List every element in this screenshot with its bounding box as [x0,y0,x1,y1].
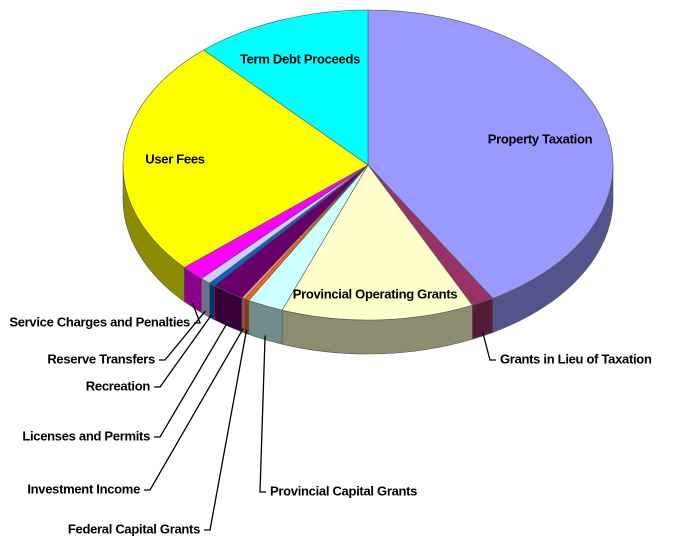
slice-label: User Fees [145,151,205,166]
leader-line [159,310,206,361]
slice-label: Recreation [86,378,151,393]
slice-label: Federal Capital Grants [68,521,200,536]
slice [203,9,369,166]
leader-line [259,335,266,493]
leader-line [191,302,201,324]
slice-label: Provincial Operating Grants [293,286,458,301]
leader-line [204,329,248,531]
slice-label: Licenses and Permits [22,428,150,443]
slice-label: Term Debt Proceeds [240,51,360,66]
leader-line [154,314,213,388]
slice-label: Property Taxation [488,131,593,146]
leader-line [154,321,229,438]
slice [122,49,369,268]
slice-label: Provincial Capital Grants [270,483,417,498]
leader-line [144,328,244,491]
slice [281,164,473,321]
slice-side [209,282,215,321]
slice-label: Investment Income [27,481,140,496]
slice-label: Grants in Lieu of Taxation [500,351,652,366]
leader-line [482,331,496,361]
slice-label: Reserve Transfers [47,351,155,366]
slice [367,9,614,299]
slice-side [244,298,249,335]
slice-side [241,297,245,334]
slice-label: Service Charges and Penalties [9,314,190,329]
